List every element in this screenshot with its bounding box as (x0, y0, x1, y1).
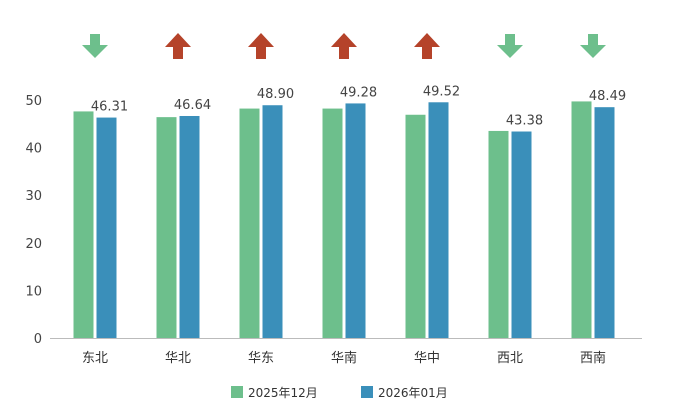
arrow-up-icon (248, 33, 274, 59)
legend-label: 2026年01月 (378, 386, 448, 400)
bars (73, 101, 615, 339)
arrow-down-icon (82, 34, 108, 58)
bar-2026-01 (262, 105, 283, 339)
data-label: 49.52 (423, 84, 460, 99)
arrow-up-icon (331, 33, 357, 59)
bar-2026-01 (96, 117, 117, 339)
y-tick-label: 50 (25, 94, 42, 109)
bar-2025-12 (156, 117, 177, 338)
category-labels: 东北 华北 华东 华南 华中 西北 西南 (82, 350, 606, 366)
bar-2025-12 (405, 114, 426, 338)
arrow-up-icon (414, 33, 440, 59)
category-label: 西南 (580, 350, 606, 366)
bar-2025-12 (73, 111, 94, 338)
data-label: 49.28 (340, 85, 377, 100)
y-tick-label: 10 (25, 284, 42, 299)
data-label: 48.90 (257, 87, 294, 102)
category-label: 华东 (248, 351, 274, 366)
arrow-down-icon (580, 34, 606, 58)
category-label: 华中 (414, 351, 440, 366)
legend-swatch (231, 386, 243, 398)
bar-2026-01 (345, 103, 366, 338)
data-label: 46.31 (91, 100, 128, 115)
category-label: 华北 (165, 351, 191, 366)
bar-2025-12 (322, 108, 343, 339)
legend-label: 2025年12月 (248, 386, 318, 400)
bar-2026-01 (428, 102, 449, 339)
bar-2026-01 (594, 107, 615, 339)
y-axis: 0 10 20 30 40 50 (25, 94, 42, 347)
arrow-up-icon (165, 33, 191, 59)
category-label: 西北 (497, 351, 523, 366)
bar-2026-01 (511, 131, 532, 338)
y-tick-label: 20 (25, 237, 42, 252)
y-tick-label: 40 (25, 142, 42, 157)
legend-swatch (361, 386, 373, 398)
category-label: 华南 (331, 350, 357, 366)
bar-2025-12 (488, 130, 509, 338)
data-label: 48.49 (589, 89, 626, 104)
data-label: 46.64 (174, 98, 211, 113)
bar-2026-01 (179, 115, 200, 339)
bar-2025-12 (571, 101, 592, 338)
data-labels: 46.31 46.64 48.90 49.28 49.52 43.38 48.49 (91, 84, 626, 128)
bar-2025-12 (239, 108, 260, 339)
category-label: 东北 (82, 351, 108, 366)
data-label: 43.38 (506, 114, 543, 129)
y-tick-label: 30 (25, 189, 42, 204)
arrow-down-icon (497, 34, 523, 58)
legend: 2025年12月 2026年01月 (231, 386, 448, 400)
trend-arrows (82, 33, 606, 59)
y-tick-label: 0 (34, 332, 42, 347)
